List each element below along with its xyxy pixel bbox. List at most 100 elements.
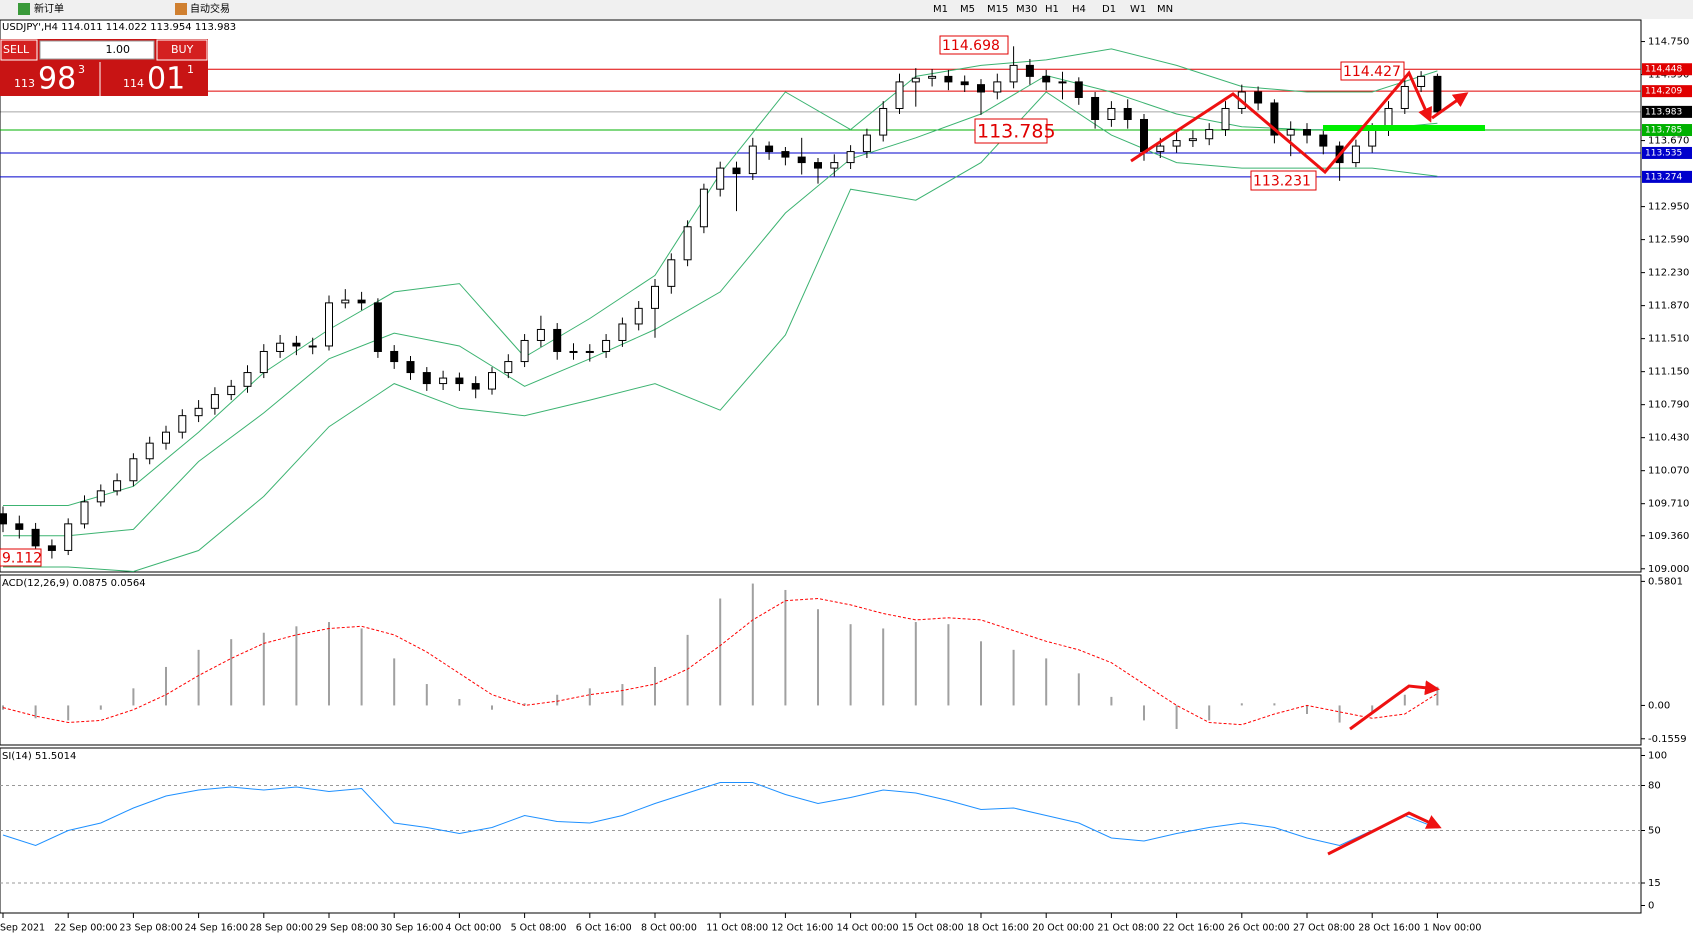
ask-big[interactable]: 114 <box>123 77 144 90</box>
timeframe[interactable]: H1 <box>1045 4 1059 15</box>
timeframe[interactable]: D1 <box>1102 4 1116 15</box>
timeframe[interactable]: M5 <box>960 4 975 15</box>
lot-value[interactable]: 1.00 <box>106 43 131 56</box>
level-label: 113.535 <box>1645 148 1682 158</box>
auto-trading[interactable]: 自动交易 <box>190 2 230 15</box>
macd-bar <box>165 666 167 706</box>
x-tick-label: 27 Oct 08:00 <box>1293 923 1355 934</box>
candle-body <box>716 167 725 190</box>
candle-body <box>1156 145 1165 153</box>
timeframe[interactable]: W1 <box>1130 4 1146 15</box>
candle-body <box>308 345 317 348</box>
lot-field[interactable] <box>39 40 155 60</box>
x-tick-label: 24 Sep 16:00 <box>185 923 248 934</box>
macd-bar <box>1273 703 1276 706</box>
ask-main[interactable]: 01 <box>147 62 185 97</box>
bid-big[interactable]: 113 <box>14 77 35 90</box>
candle-body <box>960 81 969 86</box>
macd-bar <box>2 705 4 710</box>
candle-body <box>259 350 268 374</box>
candle-body <box>1058 81 1067 84</box>
candle-body <box>977 84 985 93</box>
support-zone <box>1323 125 1485 131</box>
level-tag <box>1642 170 1692 183</box>
candle-body <box>1351 145 1360 164</box>
sell-label[interactable]: SELL <box>3 43 30 56</box>
annotation-box <box>1250 170 1317 191</box>
ask-sup[interactable]: 1 <box>187 63 194 76</box>
candle-body <box>113 480 122 492</box>
macd-bar <box>295 626 298 706</box>
candle-body <box>96 490 105 503</box>
bid-main[interactable]: 98 <box>38 62 76 97</box>
annotation: 113.785 <box>977 121 1056 143</box>
macd-bar <box>1208 705 1211 721</box>
y-tick-label: 109.360 <box>1648 531 1689 542</box>
candle-body <box>80 501 89 525</box>
x-tick-label: 15 Oct 08:00 <box>902 923 964 934</box>
candle-body <box>1205 129 1214 140</box>
x-tick-label: 1 Nov 00:00 <box>1423 923 1481 934</box>
candle-body <box>455 377 464 385</box>
y-tick-label: 111.870 <box>1648 301 1689 312</box>
level-label: 113.983 <box>1645 107 1682 117</box>
candle-body <box>47 545 56 551</box>
timeframe[interactable]: M30 <box>1016 4 1037 15</box>
candle-body <box>846 151 855 164</box>
candle-body <box>1303 129 1311 136</box>
level-tag <box>1642 105 1692 118</box>
level-tag <box>1642 124 1692 137</box>
buy-label[interactable]: BUY <box>171 43 194 56</box>
candle-body <box>1368 129 1377 147</box>
macd-bar <box>1110 696 1113 706</box>
candle-body <box>683 226 692 261</box>
sell-button[interactable] <box>0 39 38 61</box>
x-tick-label: 11 Oct 08:00 <box>706 923 768 934</box>
new-order[interactable]: 新订单 <box>34 2 64 15</box>
candle-body <box>373 302 382 352</box>
candle-body <box>1107 107 1116 120</box>
candle-body <box>504 361 513 374</box>
annotation: 114.427 <box>1343 64 1401 80</box>
candle-body <box>390 350 399 363</box>
y-tick-label: 112.950 <box>1648 202 1689 213</box>
x-tick-label: 4 Oct 00:00 <box>445 923 501 934</box>
y-tick-label: 0.00 <box>1648 700 1670 711</box>
candle-body <box>439 377 448 385</box>
chart-title: USDJPY',H4 114.011 114.022 113.954 113.9… <box>2 22 236 33</box>
level-label: 113.785 <box>1645 126 1682 136</box>
candle-body <box>1319 134 1328 147</box>
macd-bar <box>1436 686 1439 706</box>
timeframe[interactable]: MN <box>1157 4 1173 15</box>
trend-arrow <box>1130 70 1432 175</box>
timeframe[interactable]: M15 <box>987 4 1008 15</box>
macd-bar <box>882 628 885 706</box>
macd-bar <box>784 589 787 706</box>
candle-body <box>1400 85 1409 109</box>
macd-bar <box>458 699 461 706</box>
macd-bar <box>393 658 396 706</box>
macd-bar <box>556 694 559 706</box>
y-tick-label: 112.230 <box>1648 268 1689 279</box>
macd-signal <box>2 597 1438 726</box>
candle-body <box>944 75 953 83</box>
buy-button[interactable] <box>156 39 208 61</box>
new-order-icon[interactable] <box>18 3 30 15</box>
candle-body <box>1254 91 1263 104</box>
candle-body <box>162 431 170 444</box>
bid-sup[interactable]: 3 <box>78 63 85 76</box>
x-tick-label: 14 Oct 00:00 <box>837 923 899 934</box>
candle-body <box>830 162 839 169</box>
auto-trading-icon[interactable] <box>175 3 187 15</box>
x-tick-label: 22 Oct 16:00 <box>1163 923 1225 934</box>
macd-bar <box>849 624 852 706</box>
price-panel <box>0 19 1642 573</box>
candle-body <box>765 145 774 153</box>
macd-bar <box>523 703 526 706</box>
timeframe[interactable]: M1 <box>933 4 948 15</box>
candle-body <box>1042 75 1051 83</box>
candle-body <box>699 188 708 228</box>
macd-bar <box>654 666 656 706</box>
level-tag <box>1642 63 1692 76</box>
timeframe[interactable]: H4 <box>1072 4 1086 15</box>
